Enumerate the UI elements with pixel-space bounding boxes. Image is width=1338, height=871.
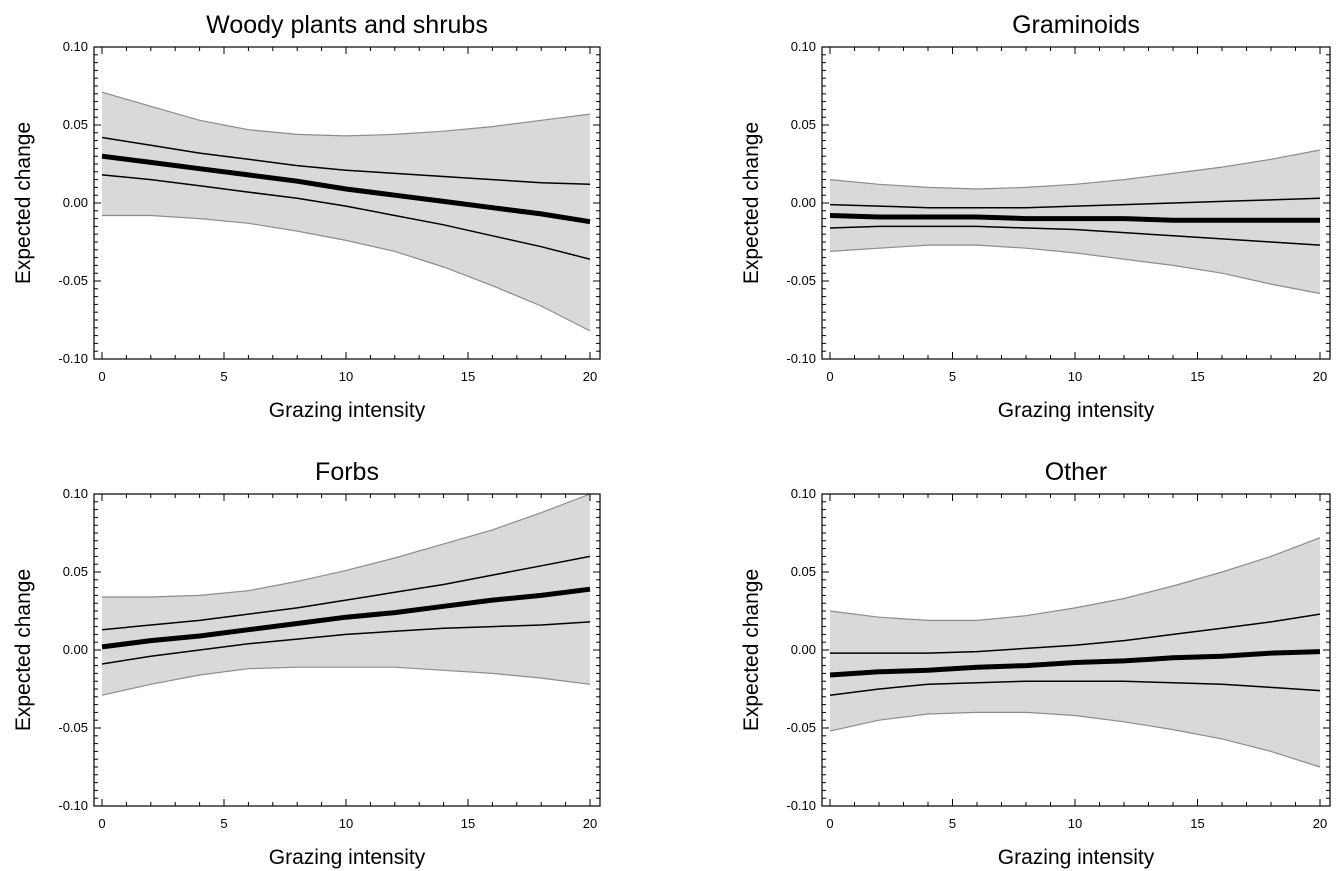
band-upper-edge	[829, 537, 1321, 622]
chart-panel-1: 0 5 10 15 20 -0.10 -0.05 0.00 0.05 0.10 Graminoids…	[740, 11, 1331, 422]
chart-title: Graminoids	[1012, 11, 1140, 39]
band-lower-edge	[102, 214, 591, 332]
x-axis-label: Grazing intensity	[998, 399, 1155, 422]
y-tick-label: -0.05	[58, 720, 88, 735]
x-axis-label: Grazing intensity	[998, 846, 1155, 869]
inner-upper-line	[101, 555, 591, 631]
band-upper-edge	[102, 493, 591, 598]
y-tick-label: 0.10	[791, 39, 816, 54]
chart-panel-2: 0 5 10 15 20 -0.10 -0.05 0.00 0.05 0.10 Forbs Grazi…	[12, 458, 601, 869]
x-tick-label: 0	[826, 369, 833, 384]
y-tick-label: 0.10	[63, 486, 88, 501]
inner-lower-line	[101, 174, 591, 260]
y-tick-label: -0.10	[58, 798, 88, 813]
y-tick-label: -0.10	[786, 798, 816, 813]
y-tick-label: 0.00	[63, 642, 88, 657]
x-tick-label: 15	[461, 369, 475, 384]
band-upper-edge	[829, 149, 1321, 190]
x-tick-label: 10	[339, 369, 353, 384]
y-tick-label: -0.05	[58, 273, 88, 288]
x-tick-label: 10	[339, 816, 353, 831]
inner-upper-line	[830, 613, 1321, 654]
y-tick-label: 0.00	[63, 195, 88, 210]
inner-lower-line	[101, 621, 591, 665]
mean-line	[829, 213, 1320, 223]
x-tick-label: 15	[1190, 816, 1204, 831]
x-tick-label: 0	[98, 369, 105, 384]
mean-line	[829, 649, 1321, 678]
x-tick-label: 5	[949, 369, 956, 384]
y-axis-label: Expected change	[12, 122, 35, 284]
x-tick-label: 15	[461, 816, 475, 831]
x-axis-label: Grazing intensity	[269, 399, 426, 422]
x-tick-label: 5	[949, 816, 956, 831]
y-tick-label: 0.10	[63, 39, 88, 54]
inner-lower-line	[829, 680, 1321, 696]
chart-title: Forbs	[315, 458, 379, 486]
y-tick-label: 0.05	[63, 564, 88, 579]
y-tick-label: 0.00	[791, 642, 816, 657]
mean-line	[101, 586, 591, 650]
band-upper-edge	[101, 91, 591, 137]
chart-panel-3: 0 5 10 15 20 -0.10 -0.05 0.00 0.05 0.10 Other Grazi…	[740, 458, 1331, 869]
confidence-band	[102, 494, 590, 696]
y-tick-label: -0.10	[58, 351, 88, 366]
x-tick-label: 15	[1190, 369, 1204, 384]
band-lower-edge	[829, 711, 1321, 768]
x-tick-label: 5	[220, 816, 227, 831]
x-tick-label: 20	[583, 816, 597, 831]
x-tick-label: 20	[583, 369, 597, 384]
x-tick-label: 10	[1068, 816, 1082, 831]
confidence-band	[102, 92, 590, 331]
band-lower-edge	[829, 244, 1321, 295]
y-tick-label: 0.05	[791, 117, 816, 132]
confidence-band	[830, 150, 1320, 294]
y-axis-label: Expected change	[740, 122, 763, 284]
chart-title: Woody plants and shrubs	[206, 11, 488, 39]
y-tick-label: 0.10	[791, 486, 816, 501]
chart-title: Other	[1045, 458, 1108, 486]
inner-lower-line	[829, 225, 1321, 246]
x-tick-label: 10	[1068, 369, 1082, 384]
y-tick-label: 0.05	[63, 117, 88, 132]
y-axis-label: Expected change	[740, 569, 763, 731]
y-tick-label: -0.10	[786, 351, 816, 366]
x-tick-label: 0	[98, 816, 105, 831]
y-axis-label: Expected change	[12, 569, 35, 731]
y-tick-label: 0.05	[791, 564, 816, 579]
inner-upper-line	[101, 136, 591, 186]
x-tick-label: 5	[220, 369, 227, 384]
chart-panel-0: 0 5 10 15 20 -0.10 -0.05 0.00 0.05 0.10 Woody plan…	[12, 11, 601, 422]
confidence-band	[830, 537, 1320, 767]
inner-upper-line	[829, 197, 1321, 209]
x-tick-label: 20	[1313, 816, 1327, 831]
x-tick-label: 20	[1313, 369, 1327, 384]
mean-line	[101, 153, 591, 225]
x-tick-label: 0	[826, 816, 833, 831]
y-tick-label: 0.00	[791, 195, 816, 210]
y-tick-label: -0.05	[786, 273, 816, 288]
band-lower-edge	[101, 666, 591, 696]
x-axis-label: Grazing intensity	[269, 846, 426, 869]
y-tick-label: -0.05	[786, 720, 816, 735]
